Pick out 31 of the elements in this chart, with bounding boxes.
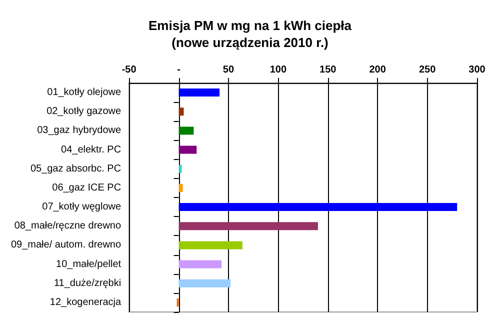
y-tick-label: 09_małe/ autom. drewno xyxy=(10,240,122,251)
y-tick-label: 10_małe/pellet xyxy=(56,258,122,270)
x-tick-label: 50 xyxy=(222,64,234,76)
bar xyxy=(178,108,184,116)
x-tick-label: - xyxy=(177,64,180,76)
x-tick-label: 200 xyxy=(369,64,386,76)
x-tick-label: 300 xyxy=(468,64,486,76)
bar xyxy=(178,260,222,268)
bar xyxy=(178,164,182,173)
y-tick-label: 12_kogeneracja xyxy=(50,296,122,308)
bar xyxy=(178,241,242,250)
y-tick-label: 03_gaz hybrydowe xyxy=(37,125,122,136)
x-tick-label: 250 xyxy=(418,64,436,76)
y-tick-label: 05_gaz absorbc. PC xyxy=(30,163,122,174)
bar xyxy=(178,88,220,97)
bar xyxy=(178,126,194,135)
bar xyxy=(178,146,197,154)
bar xyxy=(178,203,458,212)
chart-title: Emisja PM w mg na 1 kWh ciepła (nowe urządzenia 2010 r.) xyxy=(148,18,352,50)
y-tick-label: 06_gaz ICE PC xyxy=(52,182,122,194)
x-tick-label: 150 xyxy=(320,64,337,76)
bar xyxy=(178,222,318,230)
y-tick-label: 01_kotły olejowe xyxy=(47,87,122,98)
y-tick-label: 02_kotły gazowe xyxy=(46,106,122,118)
y-tick-label: 07_kotły węglowe xyxy=(42,202,122,213)
y-tick-label: 08_małe/ręczne drewno xyxy=(14,220,122,232)
x-tick-label: 100 xyxy=(270,64,287,76)
y-tick-label: 11_duże/zrębki xyxy=(54,278,122,289)
x-tick-label: -50 xyxy=(122,64,137,76)
bar xyxy=(178,279,230,288)
y-tick-label: 04_elektr. PC xyxy=(61,144,122,156)
